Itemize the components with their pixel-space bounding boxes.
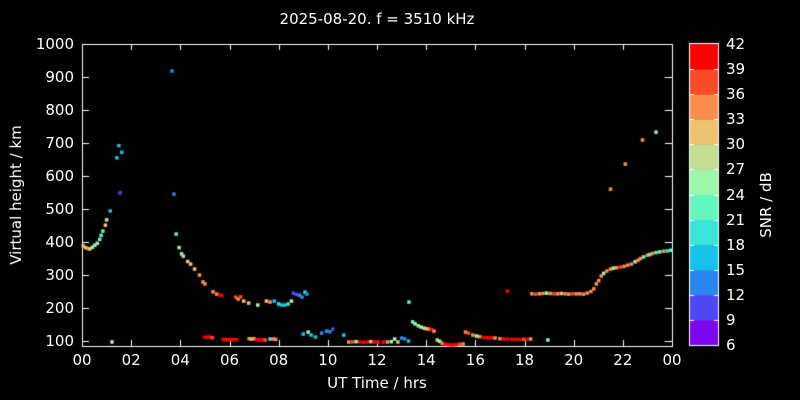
cb-tick-label: 15 <box>726 260 746 279</box>
x-tick-label: 16 <box>465 351 485 369</box>
colorbar-title: SNR / dB <box>757 172 775 238</box>
y-tick-label: 800 <box>45 101 74 119</box>
x-tick-label: 02 <box>121 351 141 369</box>
y-tick-label: 300 <box>45 266 74 284</box>
x-tick-label: 00 <box>662 351 682 369</box>
cb-tick-label: 18 <box>726 235 746 254</box>
x-tick-label: 12 <box>367 351 387 369</box>
y-tick-label: 600 <box>45 167 74 185</box>
x-tick-label: 14 <box>416 351 436 369</box>
x-tick-label: 06 <box>219 351 240 369</box>
cb-tick-label: 21 <box>726 210 746 229</box>
x-tick-label: 08 <box>269 351 289 369</box>
y-tick-label: 100 <box>45 332 74 350</box>
y-tick-label: 900 <box>45 68 74 86</box>
x-tick-label: 18 <box>514 351 535 369</box>
cb-tick-label: 33 <box>726 110 746 129</box>
y-tick-label: 1000 <box>35 35 74 53</box>
y-tick-label: 200 <box>45 299 74 317</box>
cb-tick-label: 30 <box>726 135 746 154</box>
x-axis-title: UT Time / hrs <box>327 374 427 392</box>
x-tick-label: 20 <box>564 351 584 369</box>
plot-title: 2025-08-20. f = 3510 kHz <box>279 10 475 28</box>
cb-tick-label: 39 <box>726 60 746 79</box>
cb-tick-label: 24 <box>726 185 746 204</box>
x-tick-label: 04 <box>170 351 190 369</box>
cb-tick-label: 36 <box>726 85 746 104</box>
cb-tick-label: 42 <box>726 35 746 53</box>
y-tick-label: 500 <box>45 200 74 218</box>
cb-tick-label: 6 <box>726 336 736 354</box>
x-tick-label: 22 <box>613 351 633 369</box>
cb-tick-label: 9 <box>726 310 736 329</box>
y-tick-label: 700 <box>45 134 74 152</box>
cb-tick-label: 12 <box>726 285 746 304</box>
x-tick-label: 00 <box>72 351 92 369</box>
x-tick-label: 10 <box>318 351 338 369</box>
cb-tick-label: 27 <box>726 160 746 179</box>
y-tick-label: 400 <box>45 233 74 251</box>
